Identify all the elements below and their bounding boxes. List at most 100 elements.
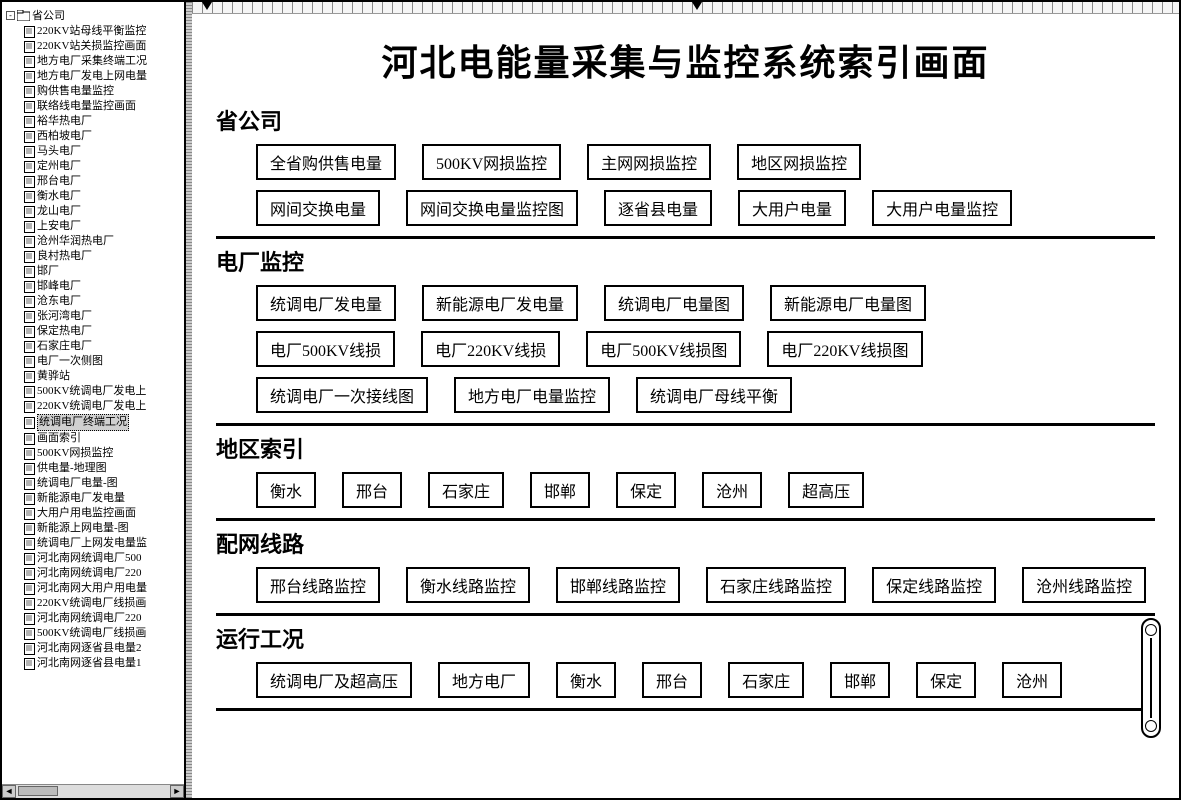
scroll-up-button[interactable] <box>1145 624 1157 636</box>
tree-item[interactable]: 500KV统调电厂线损画 <box>24 626 182 641</box>
nav-button[interactable]: 统调电厂一次接线图 <box>256 377 428 413</box>
tree-item[interactable]: 上安电厂 <box>24 219 182 234</box>
tree-item[interactable]: 河北南网逐省县电量2 <box>24 641 182 656</box>
tree-item[interactable]: 电厂一次侧图 <box>24 354 182 369</box>
tree-item[interactable]: 石家庄电厂 <box>24 339 182 354</box>
nav-button[interactable]: 电厂500KV线损图 <box>586 331 741 367</box>
nav-button[interactable]: 统调电厂发电量 <box>256 285 396 321</box>
page-icon <box>24 146 35 158</box>
nav-button[interactable]: 统调电厂电量图 <box>604 285 744 321</box>
tree-item[interactable]: 沧东电厂 <box>24 294 182 309</box>
tree-item[interactable]: 供电量-地理图 <box>24 461 182 476</box>
nav-button[interactable]: 保定 <box>916 662 976 698</box>
nav-button[interactable]: 逐省县电量 <box>604 190 712 226</box>
collapse-icon[interactable]: - <box>6 11 15 20</box>
nav-button[interactable]: 地方电厂 <box>438 662 530 698</box>
nav-button[interactable]: 石家庄线路监控 <box>706 567 846 603</box>
nav-button[interactable]: 大用户电量监控 <box>872 190 1012 226</box>
tree-item[interactable]: 龙山电厂 <box>24 204 182 219</box>
page-icon <box>24 463 35 475</box>
tree-item[interactable]: 统调电厂上网发电量监 <box>24 536 182 551</box>
tree-item[interactable]: 河北南网统调电厂500 <box>24 551 182 566</box>
nav-button[interactable]: 电厂500KV线损 <box>256 331 395 367</box>
nav-button[interactable]: 衡水 <box>556 662 616 698</box>
nav-button[interactable]: 保定 <box>616 472 676 508</box>
nav-button[interactable]: 邯郸 <box>830 662 890 698</box>
tree-item[interactable]: 马头电厂 <box>24 144 182 159</box>
scroll-right-button[interactable]: ► <box>170 785 184 798</box>
nav-button[interactable]: 新能源电厂电量图 <box>770 285 926 321</box>
nav-button[interactable]: 大用户电量 <box>738 190 846 226</box>
tree-item[interactable]: 地方电厂发电上网电量 <box>24 69 182 84</box>
tree-item[interactable]: 500KV网损监控 <box>24 446 182 461</box>
tree-item[interactable]: 购供售电量监控 <box>24 84 182 99</box>
tree-item[interactable]: 衡水电厂 <box>24 189 182 204</box>
tree-item[interactable]: 新能源上网电量-图 <box>24 521 182 536</box>
nav-button[interactable]: 500KV网损监控 <box>422 144 561 180</box>
tree-item[interactable]: 画面索引 <box>24 431 182 446</box>
tree-item[interactable]: 定州电厂 <box>24 159 182 174</box>
nav-button[interactable]: 衡水线路监控 <box>406 567 530 603</box>
nav-button[interactable]: 全省购供售电量 <box>256 144 396 180</box>
page-icon <box>24 448 35 460</box>
tree-item[interactable]: 黄骅站 <box>24 369 182 384</box>
tree-item[interactable]: 联络线电量监控画面 <box>24 99 182 114</box>
tree-item[interactable]: 统调电厂终端工况 <box>24 414 182 431</box>
nav-button[interactable]: 新能源电厂发电量 <box>422 285 578 321</box>
tree-item[interactable]: 统调电厂电量-图 <box>24 476 182 491</box>
tree-item[interactable]: 邢台电厂 <box>24 174 182 189</box>
nav-button[interactable]: 邢台 <box>342 472 402 508</box>
tree-item[interactable]: 河北南网逐省县电量1 <box>24 656 182 671</box>
tree-item[interactable]: 大用户用电监控画面 <box>24 506 182 521</box>
tree-item[interactable]: 邯厂 <box>24 264 182 279</box>
tree-item[interactable]: 河北南网统调电厂220 <box>24 611 182 626</box>
tree-item[interactable]: 河北南网统调电厂220 <box>24 566 182 581</box>
tree-root[interactable]: - 省公司 <box>6 6 182 24</box>
tree-item[interactable]: 邯峰电厂 <box>24 279 182 294</box>
tree-item[interactable]: 500KV统调电厂发电上 <box>24 384 182 399</box>
nav-button[interactable]: 沧州 <box>1002 662 1062 698</box>
tree-item[interactable]: 新能源电厂发电量 <box>24 491 182 506</box>
nav-button[interactable]: 地方电厂电量监控 <box>454 377 610 413</box>
scroll-track[interactable] <box>16 785 170 798</box>
scroll-down-button[interactable] <box>1145 720 1157 732</box>
tree-item[interactable]: 张河湾电厂 <box>24 309 182 324</box>
nav-button[interactable]: 统调电厂母线平衡 <box>636 377 792 413</box>
page-icon <box>24 658 35 670</box>
button-row: 网间交换电量网间交换电量监控图逐省县电量大用户电量大用户电量监控 <box>216 190 1155 226</box>
nav-button[interactable]: 主网网损监控 <box>587 144 711 180</box>
tree-item[interactable]: 220KV统调电厂发电上 <box>24 399 182 414</box>
tree-item[interactable]: 河北南网大用户用电量 <box>24 581 182 596</box>
tree-item[interactable]: 沧州华润热电厂 <box>24 234 182 249</box>
nav-button[interactable]: 沧州线路监控 <box>1022 567 1146 603</box>
nav-button[interactable]: 地区网损监控 <box>737 144 861 180</box>
nav-button[interactable]: 邢台 <box>642 662 702 698</box>
scroll-left-button[interactable]: ◄ <box>2 785 16 798</box>
tree-item[interactable]: 220KV站关损监控画面 <box>24 39 182 54</box>
tree-item[interactable]: 保定热电厂 <box>24 324 182 339</box>
tree-item[interactable]: 西柏坡电厂 <box>24 129 182 144</box>
tree-item-label: 河北南网统调电厂500 <box>37 551 142 566</box>
sidebar-horizontal-scrollbar[interactable]: ◄ ► <box>2 784 184 798</box>
nav-button[interactable]: 邯郸线路监控 <box>556 567 680 603</box>
tree-item[interactable]: 地方电厂采集终端工况 <box>24 54 182 69</box>
tree-item[interactable]: 良村热电厂 <box>24 249 182 264</box>
nav-button[interactable]: 电厂220KV线损 <box>421 331 560 367</box>
nav-button[interactable]: 统调电厂及超高压 <box>256 662 412 698</box>
nav-button[interactable]: 网间交换电量监控图 <box>406 190 578 226</box>
tree-item[interactable]: 裕华热电厂 <box>24 114 182 129</box>
nav-button[interactable]: 邯郸 <box>530 472 590 508</box>
vertical-scroll-widget[interactable] <box>1141 618 1161 738</box>
nav-button[interactable]: 石家庄 <box>428 472 504 508</box>
nav-button[interactable]: 超高压 <box>788 472 864 508</box>
scroll-thumb[interactable] <box>18 786 58 796</box>
tree-item[interactable]: 220KV统调电厂线损画 <box>24 596 182 611</box>
nav-button[interactable]: 衡水 <box>256 472 316 508</box>
nav-button[interactable]: 网间交换电量 <box>256 190 380 226</box>
nav-button[interactable]: 邢台线路监控 <box>256 567 380 603</box>
nav-button[interactable]: 保定线路监控 <box>872 567 996 603</box>
nav-button[interactable]: 石家庄 <box>728 662 804 698</box>
tree-item[interactable]: 220KV站母线平衡监控 <box>24 24 182 39</box>
nav-button[interactable]: 沧州 <box>702 472 762 508</box>
nav-button[interactable]: 电厂220KV线损图 <box>767 331 922 367</box>
